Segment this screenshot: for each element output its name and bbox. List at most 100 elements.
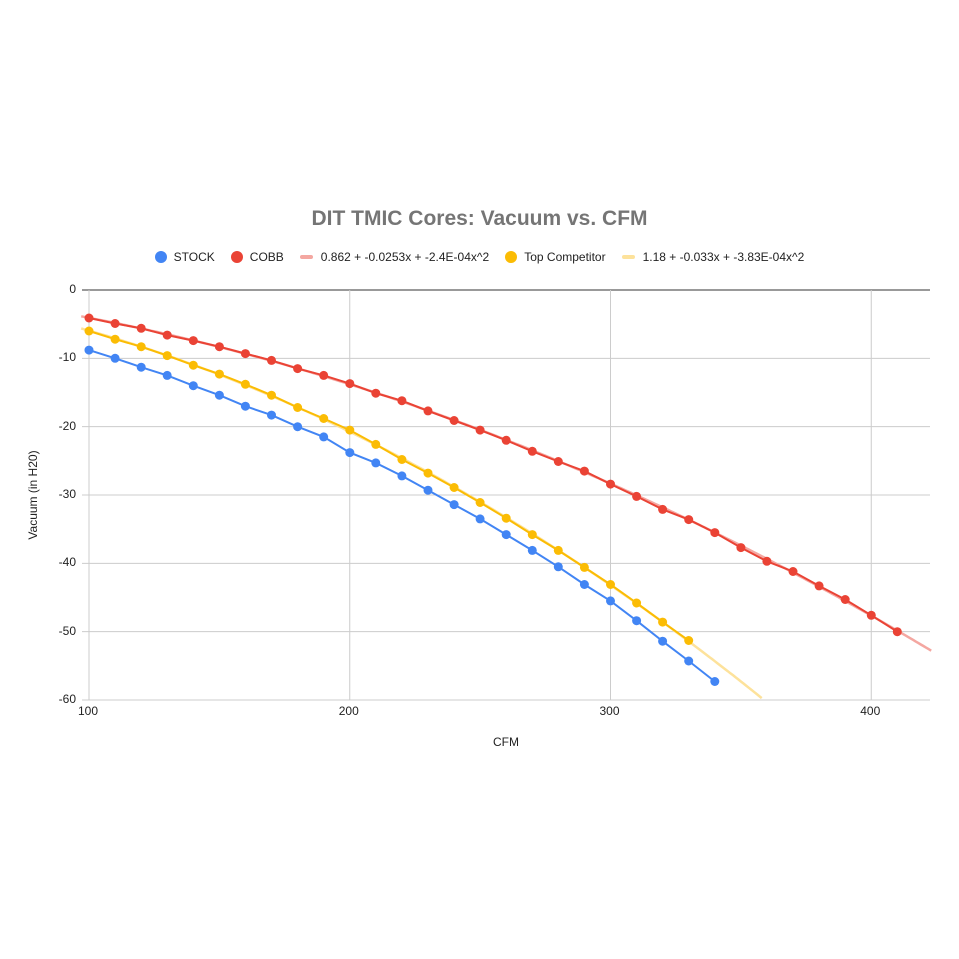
data-point[interactable]: [240, 349, 250, 359]
data-point[interactable]: [188, 336, 198, 346]
data-point[interactable]: [293, 364, 303, 374]
legend-item-top-competitor[interactable]: Top Competitor: [505, 250, 606, 264]
series-cobb[interactable]: [84, 313, 902, 637]
data-series[interactable]: [84, 313, 902, 687]
data-point[interactable]: [606, 596, 615, 606]
data-point[interactable]: [684, 656, 694, 666]
data-point[interactable]: [632, 616, 642, 626]
data-point[interactable]: [892, 627, 902, 637]
data-point[interactable]: [136, 342, 146, 352]
data-point[interactable]: [449, 416, 459, 425]
data-point[interactable]: [658, 504, 668, 514]
data-point[interactable]: [658, 636, 668, 646]
data-point[interactable]: [527, 446, 537, 456]
data-point[interactable]: [475, 498, 485, 507]
data-point[interactable]: [710, 677, 720, 686]
data-point[interactable]: [788, 567, 798, 576]
data-point[interactable]: [267, 390, 276, 400]
data-point[interactable]: [371, 388, 381, 398]
data-point[interactable]: [371, 458, 381, 468]
data-point[interactable]: [136, 323, 146, 333]
data-point[interactable]: [579, 580, 589, 589]
data-point[interactable]: [632, 491, 642, 501]
data-point[interactable]: [814, 581, 824, 591]
data-point[interactable]: [449, 483, 459, 492]
data-point[interactable]: [553, 562, 563, 572]
series-line: [88, 330, 690, 642]
data-point[interactable]: [345, 425, 355, 435]
y-tick-label: -10: [58, 350, 76, 365]
data-point[interactable]: [397, 396, 407, 406]
legend-label: COBB: [249, 250, 284, 264]
data-point[interactable]: [553, 545, 563, 555]
data-point[interactable]: [319, 432, 329, 442]
data-point[interactable]: [240, 401, 250, 411]
data-point[interactable]: [162, 370, 172, 380]
legend-item-cobb[interactable]: COBB: [230, 250, 284, 264]
data-point[interactable]: [267, 355, 276, 365]
data-point[interactable]: [84, 326, 94, 336]
data-point[interactable]: [736, 543, 746, 553]
data-point[interactable]: [84, 345, 94, 355]
series-stock[interactable]: [84, 345, 720, 686]
data-point[interactable]: [684, 515, 694, 525]
data-point[interactable]: [397, 471, 407, 481]
data-point[interactable]: [345, 379, 355, 389]
data-point[interactable]: [475, 425, 485, 435]
data-point[interactable]: [214, 369, 224, 379]
data-point[interactable]: [293, 422, 303, 432]
data-point[interactable]: [188, 381, 198, 391]
data-point[interactable]: [319, 414, 329, 423]
data-point[interactable]: [162, 330, 172, 340]
data-point[interactable]: [240, 379, 250, 389]
chart-title: DIT TMIC Cores: Vacuum vs. CFM: [311, 207, 648, 230]
data-point[interactable]: [501, 530, 511, 540]
data-point[interactable]: [579, 562, 589, 572]
data-point[interactable]: [397, 455, 407, 464]
data-point[interactable]: [214, 342, 224, 352]
x-axis-title: CFM: [493, 735, 519, 749]
data-point[interactable]: [840, 595, 850, 604]
data-point[interactable]: [136, 362, 146, 372]
data-point[interactable]: [501, 513, 511, 523]
data-point[interactable]: [110, 353, 120, 363]
data-point[interactable]: [684, 636, 694, 645]
series-top-competitor[interactable]: [84, 326, 694, 646]
data-point[interactable]: [527, 545, 537, 555]
data-point[interactable]: [658, 617, 668, 627]
y-axis-title: Vacuum (in H20): [26, 450, 40, 540]
legend-item-cobb-trendline[interactable]: 0.862 + -0.0253x + -2.4E-04x^2: [299, 250, 489, 264]
data-point[interactable]: [345, 448, 355, 458]
data-point[interactable]: [267, 410, 276, 420]
data-point[interactable]: [501, 435, 511, 445]
legend-item-stock[interactable]: STOCK: [154, 250, 215, 264]
legend-stock-dot-icon: [154, 251, 167, 263]
trendline: [80, 315, 932, 652]
data-point[interactable]: [293, 403, 303, 412]
data-point[interactable]: [371, 439, 381, 449]
y-tick-label: -60: [58, 692, 76, 706]
data-point[interactable]: [579, 466, 589, 476]
data-point[interactable]: [188, 360, 198, 370]
data-point[interactable]: [319, 370, 329, 380]
data-point[interactable]: [84, 313, 94, 323]
data-point[interactable]: [423, 406, 433, 416]
data-point[interactable]: [449, 500, 459, 510]
legend-item-top-competitor-trendline[interactable]: 1.18 + -0.033x + -3.83E-04x^2: [621, 250, 804, 264]
data-point[interactable]: [423, 485, 433, 495]
data-point[interactable]: [606, 479, 615, 489]
data-point[interactable]: [710, 528, 720, 538]
data-point[interactable]: [606, 580, 615, 589]
data-point[interactable]: [762, 556, 772, 566]
data-point[interactable]: [866, 610, 876, 620]
data-point[interactable]: [110, 319, 120, 328]
data-point[interactable]: [214, 390, 224, 400]
data-point[interactable]: [110, 334, 120, 344]
data-point[interactable]: [162, 351, 172, 361]
data-point[interactable]: [553, 457, 563, 466]
data-point[interactable]: [475, 514, 485, 524]
data-point[interactable]: [423, 468, 433, 478]
data-point[interactable]: [632, 598, 642, 608]
data-point[interactable]: [527, 530, 537, 540]
